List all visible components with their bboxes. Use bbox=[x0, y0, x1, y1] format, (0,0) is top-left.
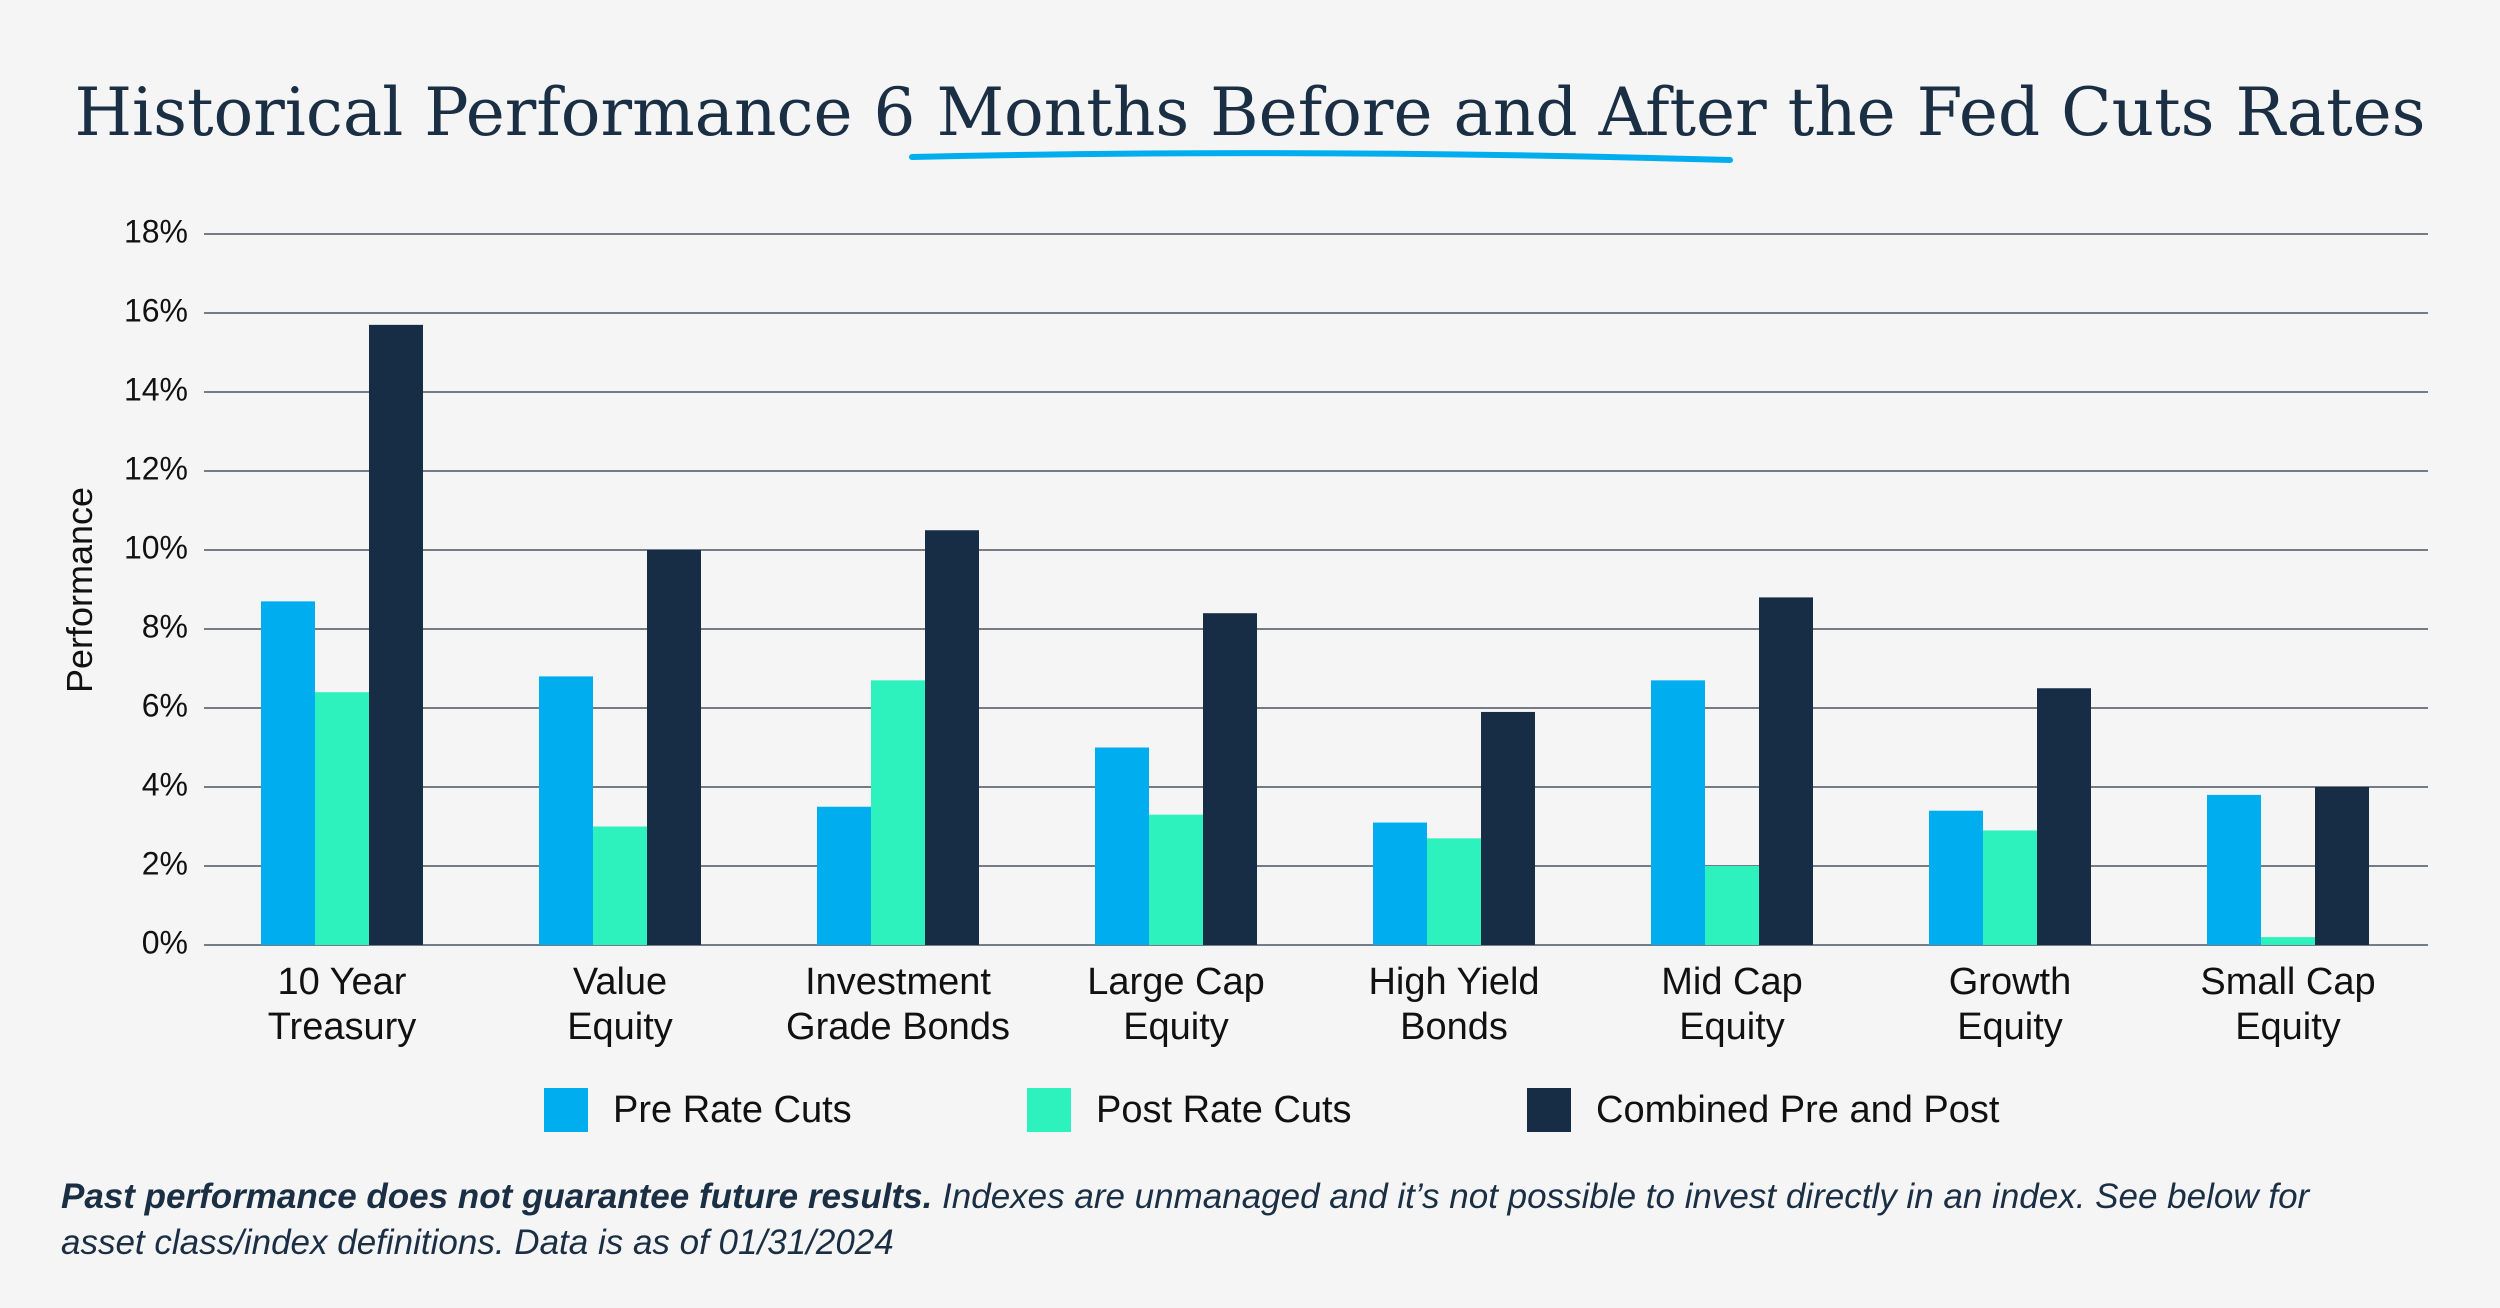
y-tick-label: 4% bbox=[142, 766, 188, 802]
legend-swatch bbox=[1527, 1088, 1571, 1132]
x-tick-label: High Yield Bonds bbox=[1368, 961, 1539, 1048]
x-tick-label: Investment Grade Bonds bbox=[786, 961, 1010, 1048]
y-axis-label: Performance bbox=[59, 487, 100, 693]
bar bbox=[539, 676, 593, 945]
bar bbox=[261, 601, 315, 945]
footnote-line2: asset class/index definitions. Data is a… bbox=[61, 1223, 894, 1262]
bar bbox=[1983, 830, 2037, 945]
bar bbox=[2315, 787, 2369, 945]
y-tick-label: 12% bbox=[124, 450, 188, 486]
footnote-text: Indexes are unmanaged and it’s not possi… bbox=[932, 1177, 2310, 1216]
chart-title: Historical Performance 6 Months Before a… bbox=[74, 74, 2425, 151]
bar bbox=[2207, 794, 2261, 945]
bar bbox=[1929, 810, 1983, 945]
x-tick-label: Mid Cap Equity bbox=[1661, 961, 1803, 1048]
bar bbox=[1373, 822, 1427, 945]
x-tick-label: Value Equity bbox=[567, 961, 673, 1048]
bar bbox=[1705, 866, 1759, 945]
bar bbox=[1149, 814, 1203, 945]
footnote-bold: Past performance does not guarantee futu… bbox=[61, 1177, 932, 1216]
legend-label: Combined Pre and Post bbox=[1596, 1089, 2000, 1131]
bar bbox=[593, 826, 647, 945]
bar bbox=[817, 806, 871, 945]
y-tick-label: 16% bbox=[124, 292, 188, 328]
bar bbox=[1095, 747, 1149, 945]
bar bbox=[1203, 613, 1257, 945]
x-tick-label: Large Cap Equity bbox=[1087, 961, 1264, 1048]
bar bbox=[1759, 597, 1813, 945]
bar bbox=[369, 324, 423, 946]
bar bbox=[2037, 688, 2091, 945]
bar bbox=[1427, 838, 1481, 945]
y-tick-label: 2% bbox=[142, 845, 188, 881]
x-tick-label: Growth Equity bbox=[1949, 961, 2071, 1048]
bar bbox=[871, 680, 925, 945]
legend-swatch bbox=[544, 1088, 588, 1132]
legend-label: Pre Rate Cuts bbox=[613, 1089, 852, 1131]
bar bbox=[925, 530, 979, 945]
bar bbox=[647, 550, 701, 945]
y-tick-label: 0% bbox=[142, 924, 188, 960]
y-tick-label: 14% bbox=[124, 371, 188, 407]
y-tick-label: 10% bbox=[124, 529, 188, 565]
legend-swatch bbox=[1027, 1088, 1071, 1132]
footnote: Past performance does not guarantee futu… bbox=[61, 1177, 2311, 1216]
bar bbox=[2261, 937, 2315, 945]
bar bbox=[1651, 680, 1705, 945]
legend-label: Post Rate Cuts bbox=[1096, 1089, 1352, 1131]
title-underline bbox=[909, 150, 1733, 163]
x-tick-label: 10 Year Treasury bbox=[268, 961, 417, 1048]
y-tick-label: 8% bbox=[142, 608, 188, 644]
y-tick-label: 6% bbox=[142, 687, 188, 723]
x-tick-label: Small Cap Equity bbox=[2200, 961, 2375, 1048]
y-tick-label: 18% bbox=[124, 213, 188, 249]
bar bbox=[315, 692, 369, 945]
bar bbox=[1481, 711, 1535, 945]
